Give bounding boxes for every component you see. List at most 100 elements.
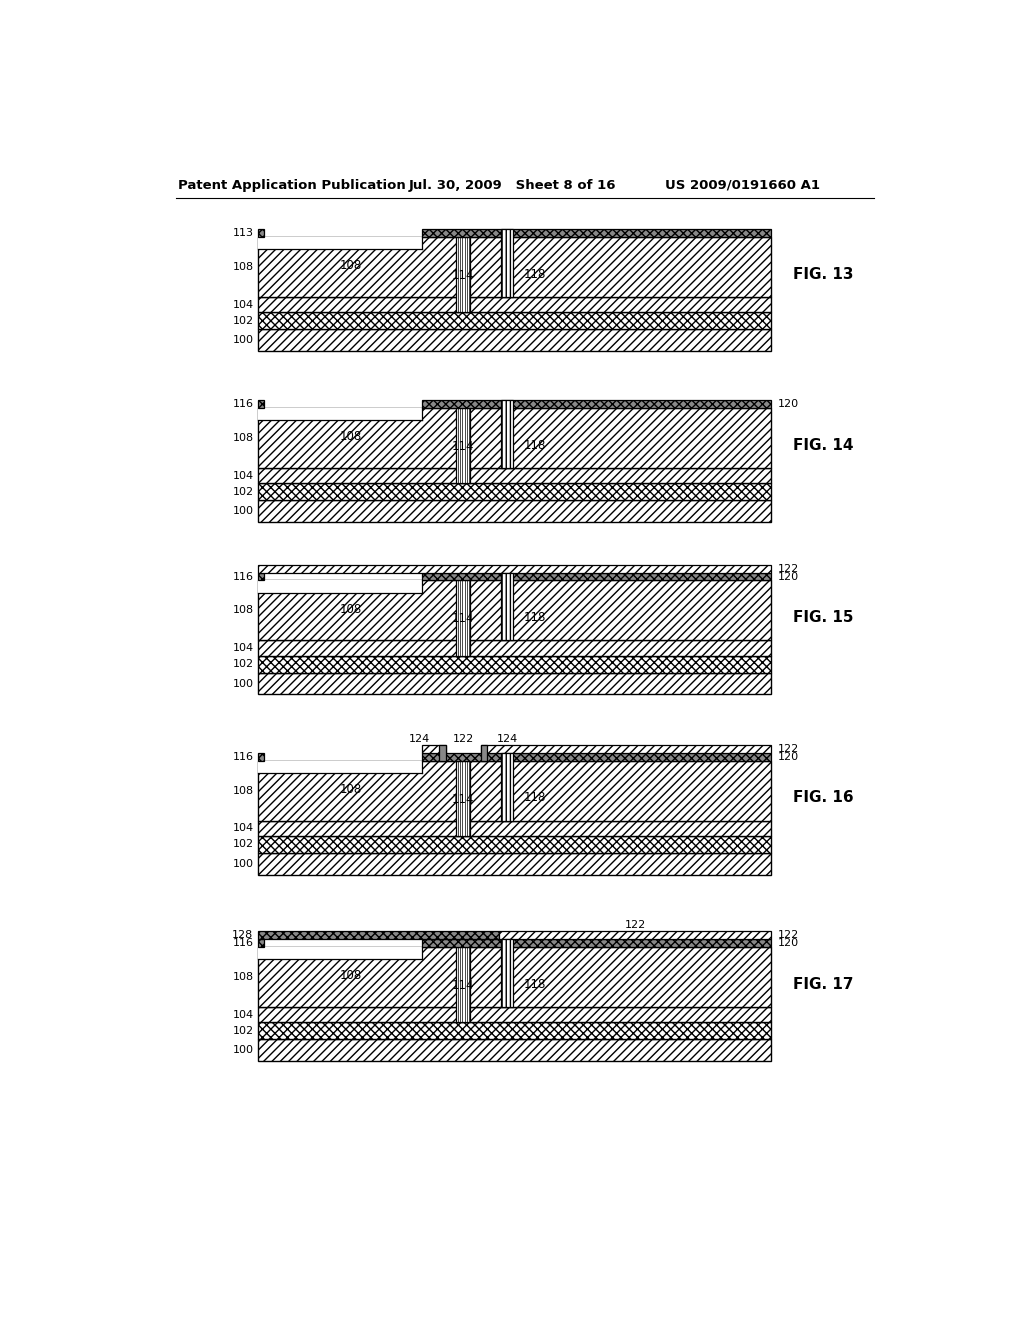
Bar: [258, 408, 422, 420]
Bar: [501, 752, 513, 821]
Text: 122: 122: [625, 920, 646, 931]
Bar: [258, 297, 771, 313]
Bar: [258, 238, 422, 249]
Text: 124: 124: [497, 734, 518, 744]
Bar: [501, 573, 513, 640]
Bar: [258, 581, 771, 640]
Text: 128: 128: [232, 931, 254, 940]
Text: 118: 118: [524, 978, 547, 990]
Text: FIG. 14: FIG. 14: [793, 438, 853, 453]
Text: 116: 116: [232, 939, 254, 948]
Bar: [258, 673, 771, 694]
Bar: [258, 836, 771, 853]
Bar: [481, 744, 487, 760]
Bar: [422, 752, 771, 760]
Bar: [258, 940, 264, 946]
Bar: [258, 821, 771, 836]
Bar: [258, 853, 771, 875]
Bar: [481, 744, 771, 752]
Text: 102: 102: [232, 1026, 254, 1036]
Text: 102: 102: [232, 315, 254, 326]
Text: 114: 114: [453, 269, 475, 282]
Bar: [258, 573, 264, 581]
Bar: [258, 565, 771, 573]
Bar: [258, 313, 771, 330]
Text: FIG. 17: FIG. 17: [793, 977, 853, 991]
Bar: [422, 400, 771, 408]
Text: 108: 108: [339, 969, 361, 982]
Text: 118: 118: [524, 438, 547, 451]
Text: 116: 116: [232, 572, 254, 582]
Text: FIG. 15: FIG. 15: [793, 610, 853, 626]
Bar: [258, 932, 500, 940]
Bar: [258, 946, 422, 960]
Bar: [501, 400, 513, 469]
Bar: [258, 752, 264, 760]
Text: 108: 108: [232, 785, 254, 796]
Bar: [258, 946, 771, 1007]
Bar: [501, 940, 513, 1007]
Text: 108: 108: [339, 783, 361, 796]
Text: FIG. 13: FIG. 13: [793, 267, 853, 281]
Bar: [258, 400, 264, 408]
Text: 114: 114: [453, 612, 475, 626]
Bar: [422, 230, 771, 238]
Text: 108: 108: [339, 603, 361, 615]
Bar: [457, 408, 470, 483]
Text: 118: 118: [524, 611, 547, 624]
Bar: [258, 656, 771, 673]
Text: 100: 100: [232, 506, 254, 516]
Text: 124: 124: [409, 734, 430, 744]
Bar: [422, 573, 771, 581]
Text: 116: 116: [232, 399, 254, 409]
Bar: [258, 483, 771, 500]
Bar: [258, 330, 771, 351]
Text: Jul. 30, 2009   Sheet 8 of 16: Jul. 30, 2009 Sheet 8 of 16: [409, 178, 616, 191]
Text: 114: 114: [453, 792, 475, 805]
Text: 108: 108: [232, 433, 254, 444]
Text: 108: 108: [339, 430, 361, 444]
Bar: [258, 238, 771, 297]
Bar: [439, 744, 445, 760]
Bar: [457, 581, 470, 656]
Text: 108: 108: [232, 606, 254, 615]
Bar: [258, 469, 771, 483]
Bar: [258, 640, 771, 656]
Bar: [258, 760, 422, 774]
Bar: [500, 932, 771, 940]
Text: 104: 104: [232, 1010, 254, 1019]
Bar: [258, 230, 264, 238]
Bar: [258, 1039, 771, 1061]
Text: 118: 118: [524, 791, 547, 804]
Text: 102: 102: [232, 840, 254, 850]
Bar: [422, 744, 445, 752]
Text: 118: 118: [524, 268, 547, 281]
Text: 120: 120: [777, 399, 799, 409]
Text: 120: 120: [777, 939, 799, 948]
Text: 108: 108: [232, 972, 254, 982]
Text: 102: 102: [232, 487, 254, 496]
Bar: [258, 500, 771, 521]
Text: US 2009/0191660 A1: US 2009/0191660 A1: [665, 178, 820, 191]
Text: 104: 104: [232, 824, 254, 833]
Text: 120: 120: [777, 572, 799, 582]
Bar: [258, 581, 422, 593]
Text: 122: 122: [777, 564, 799, 574]
Text: 122: 122: [777, 744, 799, 754]
Bar: [501, 230, 513, 297]
Bar: [457, 760, 470, 836]
Text: 122: 122: [453, 734, 474, 744]
Text: 116: 116: [232, 751, 254, 762]
Text: 108: 108: [339, 259, 361, 272]
Text: 114: 114: [453, 979, 475, 991]
Text: 104: 104: [232, 471, 254, 480]
Text: 114: 114: [453, 440, 475, 453]
Text: 100: 100: [232, 859, 254, 869]
Bar: [258, 1007, 771, 1022]
Bar: [258, 408, 771, 469]
Bar: [457, 238, 470, 313]
Text: 100: 100: [232, 678, 254, 689]
Bar: [258, 760, 771, 821]
Bar: [258, 1022, 771, 1039]
Text: 100: 100: [232, 335, 254, 345]
